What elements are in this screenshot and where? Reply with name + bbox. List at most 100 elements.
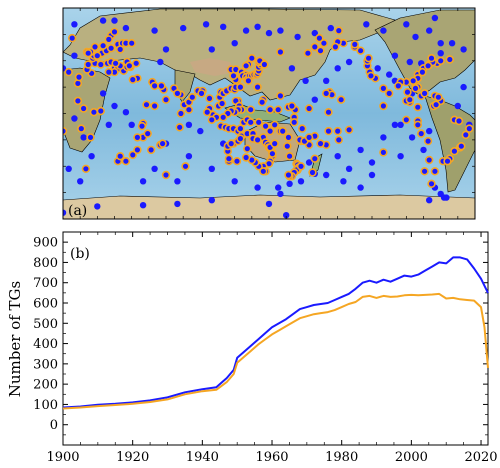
active-station-dot bbox=[427, 53, 436, 63]
active-station-dot bbox=[83, 48, 93, 58]
x-tick-label: 1960 bbox=[255, 450, 288, 465]
inactive-station-dot bbox=[391, 121, 399, 128]
map-panel: (a) bbox=[62, 7, 476, 220]
active-station-dot bbox=[227, 139, 236, 148]
inactive-station-dot bbox=[208, 197, 215, 204]
active-station-dot bbox=[310, 42, 319, 52]
active-station-dot bbox=[366, 71, 376, 81]
inactive-station-dot bbox=[391, 52, 399, 59]
active-station-dot bbox=[176, 109, 186, 118]
inactive-station-dot bbox=[374, 65, 381, 72]
active-station-dot bbox=[232, 157, 242, 166]
y-axis-label: Number of TGs bbox=[6, 281, 24, 397]
active-station-dot bbox=[423, 136, 433, 146]
active-station-dot bbox=[278, 126, 287, 136]
inactive-station-dot bbox=[94, 203, 101, 210]
active-station-dot bbox=[385, 89, 394, 98]
inactive-station-dot bbox=[254, 23, 261, 30]
active-station-dot bbox=[261, 121, 270, 131]
inactive-station-dot bbox=[65, 165, 72, 172]
active-station-dot bbox=[205, 94, 214, 103]
x-axis-ticks: 1900 1920 1940 1960 1980 2000 2020 bbox=[46, 232, 498, 465]
active-station-dot bbox=[427, 179, 436, 189]
inactive-station-dot bbox=[180, 24, 187, 32]
active-station-dot bbox=[244, 76, 253, 86]
y-tick-label: 500 bbox=[33, 317, 58, 332]
inactive-station-dot bbox=[431, 14, 439, 22]
active-station-dot bbox=[283, 142, 292, 151]
active-station-dot bbox=[303, 48, 313, 58]
active-station-dot bbox=[173, 89, 182, 98]
active-station-dot bbox=[207, 115, 217, 125]
active-station-dot bbox=[454, 116, 464, 126]
active-station-dot bbox=[246, 118, 255, 127]
inactive-station-dot bbox=[357, 184, 364, 191]
chart-panel-label: (b) bbox=[70, 246, 90, 262]
active-station-dot bbox=[402, 115, 411, 125]
inactive-station-dot bbox=[77, 178, 84, 185]
inactive-station-dot bbox=[63, 209, 67, 216]
inactive-station-dot bbox=[208, 165, 215, 172]
inactive-station-dot bbox=[220, 23, 227, 30]
map-ticks bbox=[62, 7, 476, 220]
inactive-station-dot bbox=[71, 52, 78, 59]
active-station-dot bbox=[150, 101, 159, 111]
active-station-dot bbox=[270, 120, 279, 130]
active-station-dot bbox=[290, 118, 299, 127]
active-station-dot bbox=[431, 100, 441, 109]
active-station-dot bbox=[137, 121, 147, 131]
active-station-dot bbox=[188, 92, 197, 102]
active-station-dot bbox=[133, 133, 142, 142]
active-station-dot bbox=[236, 124, 245, 133]
active-station-dot bbox=[336, 95, 346, 104]
inactive-station-dot bbox=[380, 134, 387, 141]
active-station-dot bbox=[316, 46, 325, 55]
line-chart-panel: 0 100 200 300 400 500 600 700 800 900 1900 1920 194… bbox=[6, 231, 498, 465]
inactive-station-dot bbox=[71, 115, 78, 122]
active-station-dot bbox=[259, 167, 268, 176]
map-panel-label: (a) bbox=[68, 203, 87, 219]
active-station-dot bbox=[331, 42, 340, 52]
active-station-dot bbox=[203, 107, 212, 117]
inactive-station-dot bbox=[420, 146, 427, 154]
inactive-station-dot bbox=[122, 24, 130, 32]
inactive-station-dot bbox=[105, 121, 113, 128]
active-station-dot bbox=[420, 167, 429, 176]
inactive-station-dot bbox=[345, 58, 353, 66]
active-station-dot bbox=[411, 84, 420, 93]
inactive-station-dot bbox=[265, 200, 273, 208]
x-tick-label: 1940 bbox=[186, 450, 219, 465]
active-station-dot bbox=[379, 101, 388, 111]
inactive-station-dot bbox=[426, 127, 433, 135]
active-station-dot bbox=[296, 162, 306, 171]
active-station-dot bbox=[465, 124, 474, 133]
active-station-dot bbox=[423, 61, 433, 71]
inactive-station-dot bbox=[157, 58, 164, 66]
active-station-dot bbox=[450, 147, 459, 156]
active-station-dot bbox=[413, 120, 422, 130]
inactive-station-dot bbox=[380, 27, 387, 34]
active-station-dot bbox=[253, 82, 262, 92]
active-station-dot bbox=[157, 81, 166, 91]
active-station-dot bbox=[379, 148, 388, 157]
active-station-dot bbox=[133, 145, 142, 155]
active-station-dot bbox=[276, 91, 285, 101]
active-station-dot bbox=[265, 126, 275, 136]
active-station-dot bbox=[308, 168, 317, 177]
inactive-station-dot bbox=[311, 29, 318, 37]
active-station-dot bbox=[379, 84, 388, 93]
y-tick-label: 800 bbox=[33, 256, 58, 271]
inactive-station-dot bbox=[368, 159, 376, 166]
inactive-station-dot bbox=[437, 40, 444, 47]
inactive-station-dot bbox=[185, 121, 193, 128]
active-station-dot bbox=[276, 47, 285, 57]
inactive-station-dot bbox=[340, 178, 347, 185]
series-line-blue bbox=[62, 256, 489, 409]
x-tick-label: 1920 bbox=[116, 450, 149, 465]
inactive-station-dot bbox=[440, 194, 448, 201]
inactive-station-dot bbox=[460, 46, 467, 53]
active-station-dot bbox=[265, 105, 275, 114]
active-station-dot bbox=[436, 56, 445, 65]
series-line-orange bbox=[62, 292, 489, 410]
active-station-dot bbox=[260, 60, 269, 69]
